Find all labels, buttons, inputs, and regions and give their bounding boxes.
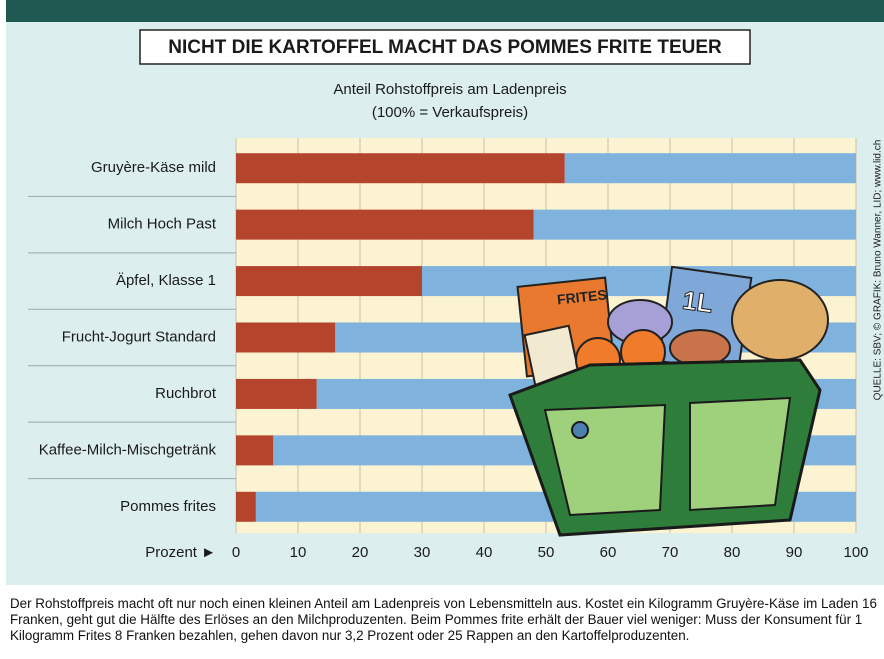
y-tick-label: Kaffee-Milch-Mischgetränk bbox=[39, 441, 217, 458]
note: Der Rohstoffpreis macht oft nur noch ein… bbox=[10, 596, 877, 643]
top-band bbox=[6, 0, 884, 22]
bar-remainder bbox=[533, 209, 856, 240]
bar bbox=[236, 209, 534, 240]
bar bbox=[236, 322, 336, 353]
x-tick-label: 40 bbox=[476, 544, 493, 561]
bar bbox=[236, 435, 274, 466]
x-tick-label: 70 bbox=[662, 544, 679, 561]
bar bbox=[236, 153, 565, 184]
subtitle: Anteil Rohstoffpreis am Ladenpreis bbox=[333, 81, 566, 98]
x-tick-label: 100 bbox=[843, 544, 868, 561]
bar bbox=[236, 378, 317, 409]
x-tick-label: 0 bbox=[232, 544, 240, 561]
bar-remainder bbox=[564, 153, 856, 184]
y-tick-label: Frucht-Jogurt Standard bbox=[62, 328, 216, 345]
basket-illustration: FRITES 1L bbox=[508, 265, 829, 537]
x-tick-label: 80 bbox=[724, 544, 741, 561]
svg-text:1L: 1L bbox=[681, 285, 715, 319]
bar bbox=[236, 491, 256, 522]
y-tick-label: Ruchbrot bbox=[155, 385, 217, 402]
x-axis-label: Prozent ► bbox=[145, 544, 216, 561]
x-tick-label: 30 bbox=[414, 544, 431, 561]
bar bbox=[236, 266, 422, 297]
y-tick-label: Milch Hoch Past bbox=[108, 216, 217, 233]
subtitle: (100% = Verkaufspreis) bbox=[372, 104, 528, 121]
x-tick-label: 60 bbox=[600, 544, 617, 561]
chart-title: NICHT DIE KARTOFFEL MACHT DAS POMMES FRI… bbox=[168, 37, 722, 58]
y-tick-label: Gruyère-Käse mild bbox=[91, 159, 216, 176]
x-tick-label: 10 bbox=[290, 544, 307, 561]
title-box bbox=[139, 29, 751, 65]
y-tick-label: Pommes frites bbox=[120, 498, 216, 515]
y-tick-label: Äpfel, Klasse 1 bbox=[116, 272, 216, 289]
svg-text:FRITES: FRITES bbox=[556, 286, 607, 307]
x-tick-label: 90 bbox=[786, 544, 803, 561]
x-tick-label: 20 bbox=[352, 544, 369, 561]
source: QUELLE: SBV; © GRAFIK: Bruno Wanner, LID… bbox=[873, 140, 884, 401]
x-tick-label: 50 bbox=[538, 544, 555, 561]
